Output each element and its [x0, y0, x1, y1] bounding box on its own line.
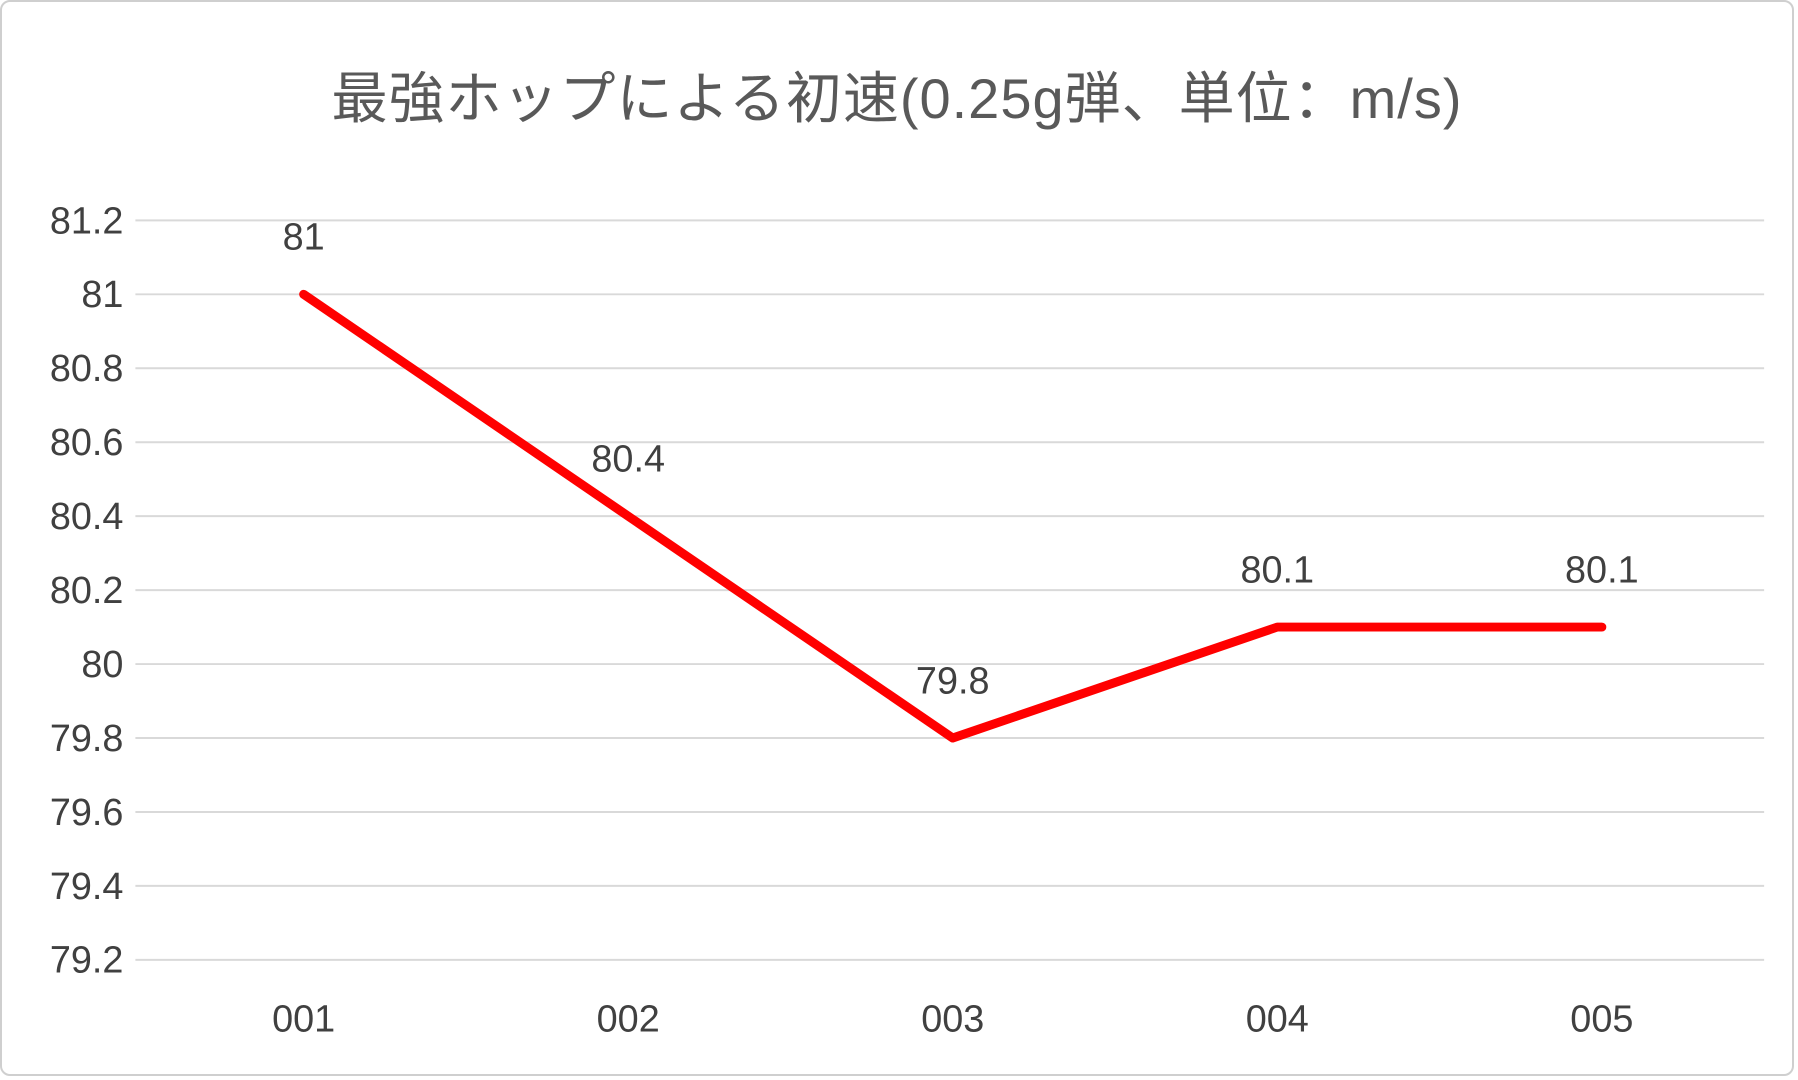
data-point-label: 79.8 [916, 660, 990, 702]
y-axis-tick-label: 79.6 [50, 792, 124, 834]
y-axis-tick-label: 80 [81, 644, 123, 686]
y-axis-tick-label: 80.8 [50, 348, 124, 390]
x-axis-category-label: 003 [921, 998, 984, 1040]
x-axis-category-label: 002 [597, 998, 660, 1040]
chart-title: 最強ホップによる初速(0.25g弾、単位：m/s) [331, 67, 1463, 130]
y-axis-tick-label: 80.2 [50, 570, 124, 612]
y-axis-tick-label: 80.4 [50, 496, 124, 538]
data-point-label: 80.4 [591, 439, 665, 481]
y-axis-tick-label: 79.2 [50, 940, 124, 982]
x-axis-category-label: 004 [1246, 998, 1309, 1040]
y-axis-tick-label: 81 [81, 274, 123, 316]
y-axis-tick-label: 81.2 [50, 200, 124, 242]
data-point-label: 81 [283, 217, 325, 259]
x-axis-category-label: 005 [1570, 998, 1633, 1040]
x-axis-category-label: 001 [272, 998, 335, 1040]
data-point-label: 80.1 [1240, 549, 1314, 591]
data-point-label: 80.1 [1565, 549, 1639, 591]
y-axis-tick-label: 80.6 [50, 422, 124, 464]
y-axis-tick-label: 79.4 [50, 866, 124, 908]
y-axis-tick-label: 79.8 [50, 718, 124, 760]
series-line [299, 289, 1607, 743]
